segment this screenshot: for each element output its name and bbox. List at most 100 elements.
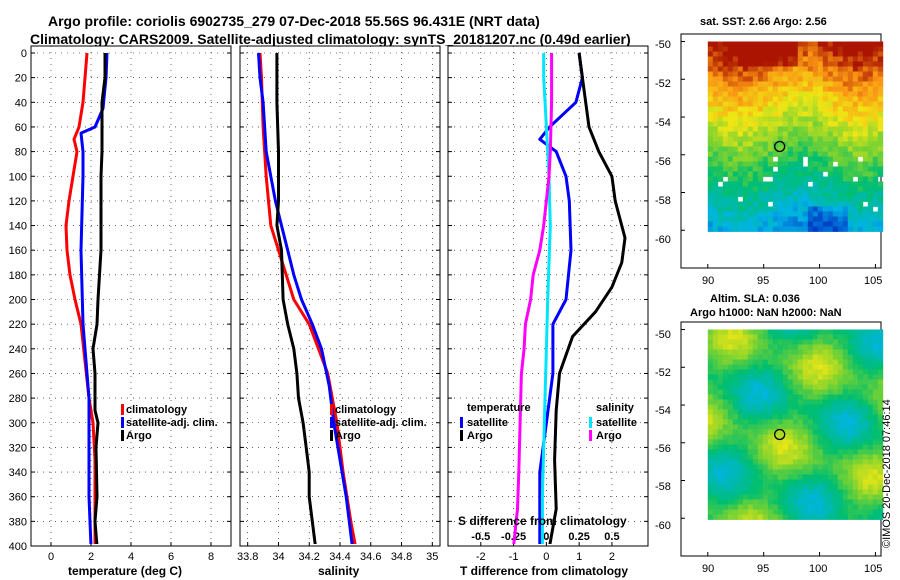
map-cell [777,151,784,157]
map-cell [707,131,714,137]
map-cell [862,96,869,102]
map-cell [822,146,829,152]
map-cell [877,379,884,385]
map-cell [747,126,754,132]
map-cell [707,504,714,510]
map-cell [742,136,749,142]
map-cell [712,196,719,202]
map-cell [707,96,714,102]
map-cell [822,339,829,345]
map-cell [827,469,834,475]
map-cell [712,449,719,455]
map-cell [777,81,784,87]
map-cell [842,359,849,365]
map-cell [787,424,794,430]
map-cell [807,369,814,375]
map-cell [762,494,769,500]
map-cell [872,61,879,67]
map-cell [787,216,794,222]
map-cell [792,136,799,142]
map-cell [807,484,814,490]
map-cell [827,161,834,167]
map-cell [772,121,779,127]
map-cell [782,46,789,52]
map-cell [847,399,854,405]
map-cell [837,429,844,435]
map-cell [822,414,829,420]
temperature-grid [31,46,231,547]
map-cell [732,469,739,475]
map-cell [752,196,759,202]
map-cell [822,101,829,107]
series-line-temperature-satellite [538,52,584,544]
map-cell [777,439,784,445]
map-cell [822,489,829,495]
map-cell [817,56,824,62]
map-cell [827,504,834,510]
map-cell [857,181,864,187]
map-cell [867,499,874,505]
map-cell [842,509,849,515]
map-cell [852,211,859,217]
map-cell [732,171,739,177]
map-cell [717,504,724,510]
map-cell [717,191,724,197]
map-cell [757,166,764,172]
map-cell [792,394,799,400]
map-cell [787,459,794,465]
map-cell [817,354,824,360]
map-cell [732,216,739,222]
x-tick-label: 0 [543,551,549,563]
legend-label-temperature-argo: Argo [467,430,493,442]
map-cell [817,419,824,425]
x-tick-label: 33.8 [237,551,258,563]
map-cell [842,86,849,92]
map-cell [807,329,814,335]
map-cell [747,161,754,167]
map-cell [722,334,729,340]
map-cell [802,329,809,335]
map-cell [747,221,754,227]
map-cell [852,106,859,112]
map-cell [817,379,824,385]
map-cell [827,329,834,335]
map-cell [717,111,724,117]
map-cell [862,61,869,67]
map-cell [832,41,839,47]
map-cell [832,136,839,142]
map-cell [727,434,734,440]
map-cell [762,206,769,212]
map-cell [862,489,869,495]
map-cell [827,474,834,480]
map-cell [837,201,844,207]
map-cell [747,166,754,172]
map-cell [802,221,809,227]
map-cell [772,226,779,232]
map-cell [707,459,714,465]
map-cell [747,394,754,400]
map-cell [707,136,714,142]
x-tick-label: -2 [476,551,486,563]
map-cell [767,136,774,142]
map-cell [772,444,779,450]
map-cell [732,494,739,500]
map-cell [867,196,874,202]
depth-tick-label: 260 [9,368,27,380]
map-cell [857,111,864,117]
map-cell [812,221,819,227]
map-cell [767,56,774,62]
map-cell [852,151,859,157]
map-cell [762,444,769,450]
map-cell [822,186,829,192]
map-cell [732,394,739,400]
map-cell [707,339,714,345]
map-cell [732,454,739,460]
map-cell [757,369,764,375]
map-cell [807,384,814,390]
map-cell [737,374,744,380]
map-cell [787,51,794,57]
map-cell [772,131,779,137]
map-cell [752,101,759,107]
map-cell [742,66,749,72]
salinity-plot-area [239,45,441,547]
